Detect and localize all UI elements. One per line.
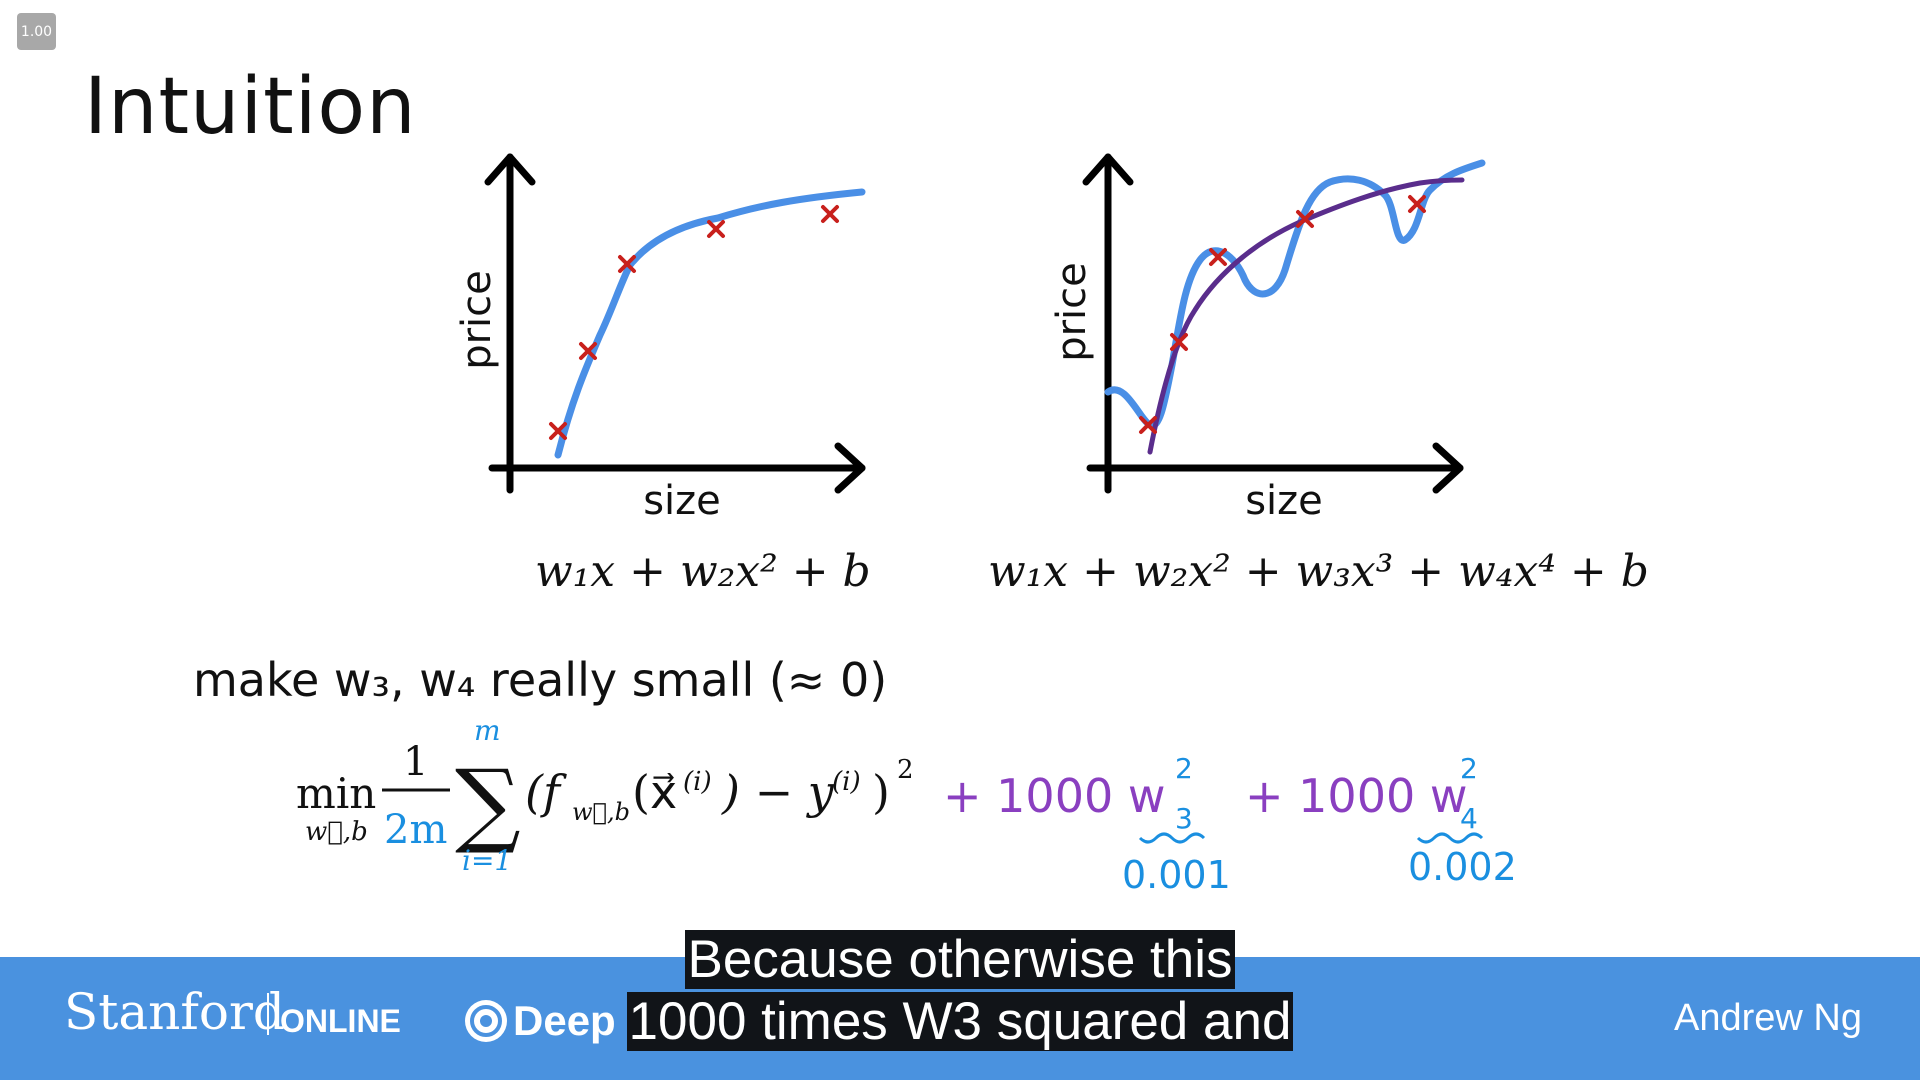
- left-x-arrowhead: [834, 442, 866, 494]
- data-point-marker: [549, 422, 567, 440]
- data-point-marker: [1139, 416, 1157, 434]
- cost-function: min w⃗,b 1 2m m ∑ i=1 (f w⃗,b (x⃗ (i) ) …: [296, 714, 914, 877]
- cost-sum-top: m: [474, 714, 501, 747]
- stanford-logo-text: Stanford: [64, 983, 285, 1041]
- left-data-points: [549, 205, 839, 440]
- right-regularized-curve: [1147, 177, 1465, 455]
- cost-body-rest: (x⃗: [632, 765, 677, 819]
- reg-term-1: + 1000 w: [943, 769, 1165, 823]
- right-chart: price size: [1049, 153, 1486, 524]
- presenter-name: Andrew Ng: [1674, 997, 1862, 1039]
- cost-close: ): [872, 765, 890, 819]
- right-y-label: price: [1049, 262, 1095, 362]
- left-chart: price size: [454, 153, 866, 524]
- reg-term-1-sup: 2: [1175, 752, 1193, 785]
- data-point-marker: [579, 342, 597, 360]
- cost-square: 2: [897, 755, 914, 785]
- reg-term-2-sup: 2: [1460, 752, 1478, 785]
- right-y-arrowhead: [1082, 153, 1134, 186]
- data-point-marker: [1209, 248, 1227, 266]
- right-overfit-curve: [1104, 159, 1486, 429]
- right-data-points: [1139, 195, 1426, 434]
- formula-right: w₁x + w₂x² + w₃x³ + w₄x⁴ + b: [988, 546, 1649, 597]
- data-point-marker: [821, 205, 839, 223]
- cost-frac-den: 2m: [384, 807, 447, 853]
- reg-note-1: 0.001: [1122, 853, 1231, 897]
- reg-term-2: + 1000 w: [1245, 769, 1467, 823]
- right-x-label: size: [1245, 478, 1323, 524]
- squiggle-1: [1138, 832, 1206, 844]
- playback-speed-badge[interactable]: 1.00: [17, 13, 56, 50]
- cost-min-sub: w⃗,b: [305, 817, 368, 847]
- cost-minus-y: ) − y: [721, 765, 835, 819]
- slide-canvas: price size price size w₁x + w₂x² + b w₁x…: [193, 153, 1649, 897]
- cost-min: min: [296, 769, 376, 818]
- cost-body: (f: [525, 765, 567, 819]
- formula-left: w₁x + w₂x² + b: [535, 546, 871, 597]
- squiggle-2: [1416, 832, 1484, 844]
- reg-term-2-sub: 4: [1460, 802, 1478, 835]
- cost-sum-bottom: i=1: [462, 844, 512, 877]
- data-point-marker: [1170, 333, 1188, 351]
- handwritten-terms: + 1000 w 3 2 + 1000 w 4 2 0.001 0.002: [943, 752, 1517, 897]
- left-fit-curve: [554, 188, 866, 459]
- online-logo-text: ONLINE: [280, 1003, 401, 1039]
- cost-sup-i2: (i): [832, 767, 861, 797]
- data-point-marker: [707, 220, 725, 238]
- data-point-marker: [1408, 195, 1426, 213]
- left-x-label: size: [643, 478, 721, 524]
- cost-body-sub: w⃗,b: [572, 798, 630, 826]
- reg-term-1-sub: 3: [1175, 802, 1193, 835]
- make-small-text: make w₃, w₄ really small (≈ 0): [193, 653, 887, 707]
- data-point-marker: [618, 255, 636, 273]
- data-point-marker: [1296, 210, 1314, 228]
- deeplearning-logo-text: Deep: [513, 997, 616, 1044]
- deeplearning-logo-icon: [465, 1000, 507, 1042]
- left-y-arrowhead: [484, 153, 536, 186]
- left-y-label: price: [454, 270, 500, 370]
- cost-sup-i: (i): [683, 767, 712, 797]
- reg-note-2: 0.002: [1408, 845, 1517, 889]
- cost-frac-num: 1: [403, 739, 428, 785]
- slide-title: Intuition: [84, 62, 417, 152]
- cost-sum-sign: ∑: [455, 750, 521, 857]
- logo-divider: [267, 993, 269, 1035]
- right-x-arrowhead: [1432, 442, 1464, 494]
